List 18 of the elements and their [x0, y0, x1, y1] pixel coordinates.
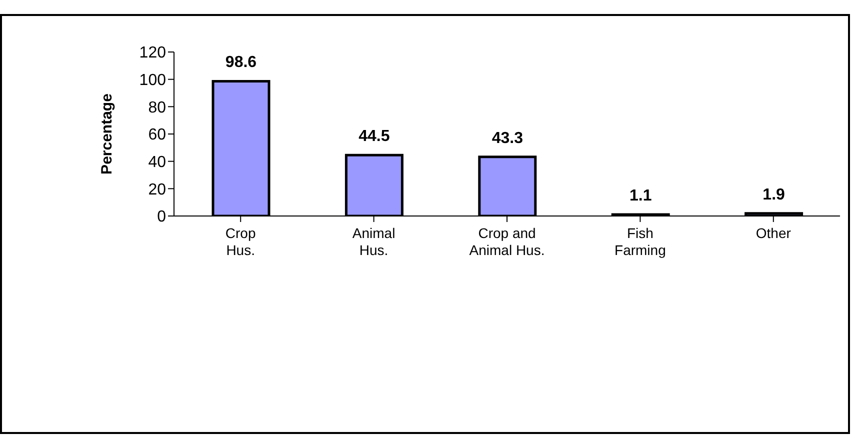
data-label: 1.9: [762, 186, 786, 204]
y-tick-label: 60: [148, 126, 166, 144]
y-axis-title: Percentage: [98, 94, 116, 174]
data-label: 43.3: [492, 130, 524, 147]
y-tick-label: 20: [148, 181, 166, 198]
x-tick-label: Animal Hus.: [352, 225, 396, 258]
data-label: 98.6: [225, 54, 257, 72]
data-label: 44.5: [358, 128, 390, 146]
x-tick-label: Other: [756, 225, 792, 241]
y-tick-label: 80: [148, 99, 166, 116]
y-tick-label: 100: [139, 72, 166, 90]
x-tick-label: Crop and Animal Hus.: [469, 225, 545, 258]
y-tick-label: 120: [139, 44, 166, 62]
y-tick-label: 0: [157, 208, 166, 226]
x-tick-label: Crop Hus.: [225, 225, 256, 258]
data-label: 1.1: [629, 187, 652, 204]
y-tick-label: 40: [148, 154, 166, 172]
x-tick-label: Fish Farming: [614, 225, 666, 258]
